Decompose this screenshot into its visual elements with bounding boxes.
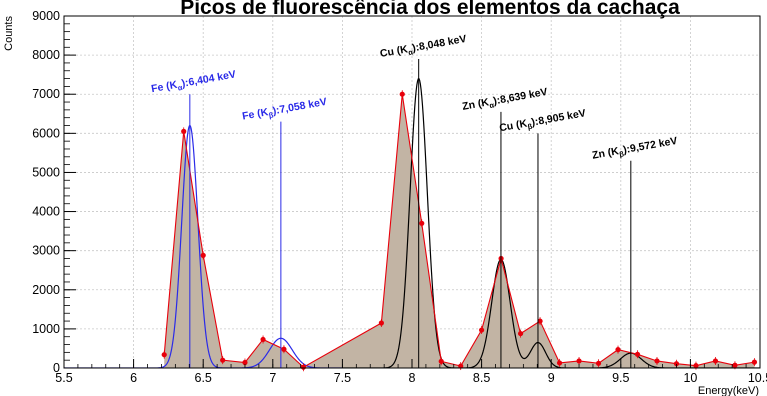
y-tick-label: 8000 <box>32 48 60 62</box>
chart-title: Picos de fluorescência dos elementos da … <box>180 0 680 19</box>
data-point <box>479 327 485 333</box>
x-tick-label: 5.5 <box>55 371 72 385</box>
x-tick-label: 10 <box>683 371 697 385</box>
y-tick-label: 9000 <box>32 9 60 23</box>
data-point <box>220 357 226 363</box>
data-point <box>556 360 563 366</box>
data-point <box>712 358 719 364</box>
y-tick-label: 0 <box>53 361 60 375</box>
data-point <box>200 252 206 258</box>
y-tick-label: 2000 <box>32 283 60 297</box>
data-point <box>517 330 524 337</box>
data-point <box>242 359 248 366</box>
y-tick-label: 3000 <box>32 244 60 258</box>
data-point <box>732 362 738 368</box>
data-point <box>419 220 425 226</box>
y-tick-label: 1000 <box>32 322 60 336</box>
y-tick-label: 6000 <box>32 126 60 140</box>
x-tick-label: 7 <box>269 371 276 385</box>
data-point <box>378 320 384 326</box>
data-point <box>181 128 187 134</box>
data-point <box>438 358 444 364</box>
x-tick-label: 6.5 <box>195 371 212 385</box>
y-axis-label: Counts <box>3 16 15 51</box>
y-tick-label: 7000 <box>32 87 60 101</box>
x-tick-label: 10.5 <box>748 371 767 385</box>
data-point <box>751 359 758 365</box>
data-point <box>260 336 266 343</box>
y-tick-label: 4000 <box>32 205 60 219</box>
data-point <box>634 351 641 357</box>
data-point <box>615 347 621 353</box>
x-tick-label: 8 <box>409 371 416 385</box>
data-line <box>163 94 755 368</box>
data-point <box>458 363 464 369</box>
y-tick-label: 5000 <box>32 165 60 179</box>
data-point <box>537 318 543 324</box>
x-tick-label: 9 <box>548 371 555 385</box>
x-tick-label: 7.5 <box>334 371 351 385</box>
data-point <box>595 360 602 366</box>
data-point <box>654 358 660 364</box>
data-point <box>161 352 167 358</box>
data-point <box>399 91 405 97</box>
x-tick-label: 8.5 <box>473 371 490 385</box>
data-point <box>673 361 680 367</box>
data-point <box>693 363 699 369</box>
x-tick-label: 9.5 <box>612 371 629 385</box>
axes: 5.5 6 6.5 7 7.5 8 8.5 9 9.5 10 10.5 0 1000 2000 3000 40… <box>32 9 767 385</box>
data-point <box>281 346 287 352</box>
data-point <box>576 358 582 364</box>
x-axis-label: Energy(keV) <box>698 385 759 396</box>
x-tick-label: 6 <box>130 371 137 385</box>
data-point <box>300 364 307 370</box>
